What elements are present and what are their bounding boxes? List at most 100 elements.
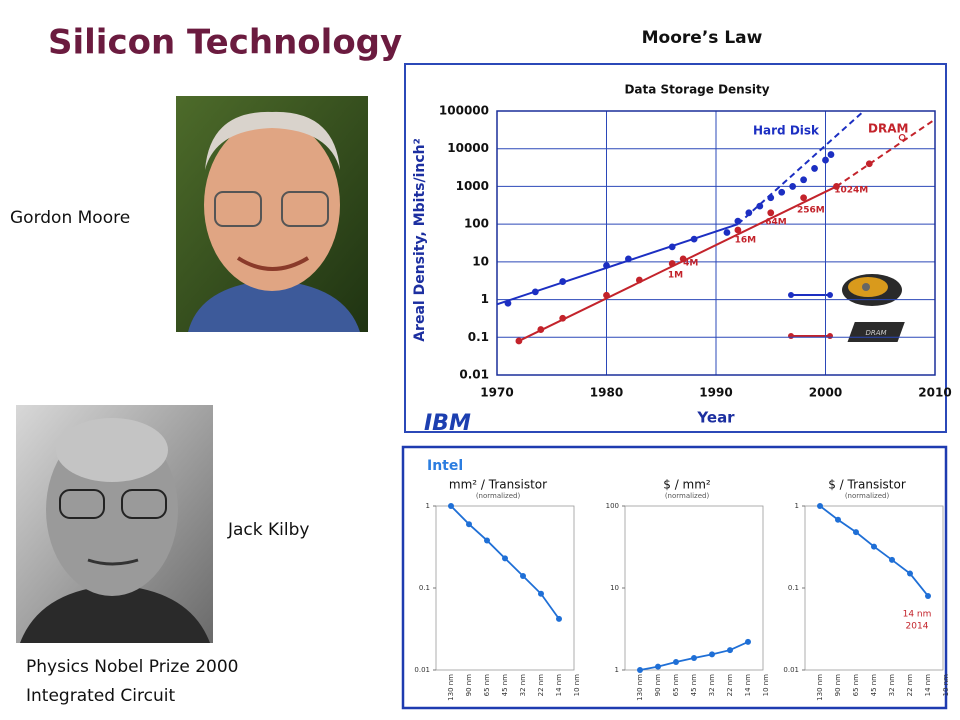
y-tick-label: 100 <box>464 217 489 231</box>
x-tick-label: 14 nm <box>924 674 932 697</box>
data-point <box>745 209 753 217</box>
x-tick-label: 1990 <box>699 386 732 400</box>
data-point <box>531 288 539 296</box>
data-point <box>709 651 715 658</box>
data-point <box>889 556 895 563</box>
x-tick-label: 65 nm <box>672 674 680 697</box>
annotation: 64M <box>765 217 787 227</box>
panel-label: Intel <box>427 458 463 474</box>
y-tick-label: 1 <box>481 292 489 306</box>
y-tick-label: 1 <box>426 502 430 510</box>
data-point <box>898 133 906 141</box>
data-point <box>556 615 562 622</box>
data-point <box>673 659 679 666</box>
x-tick-label: 90 nm <box>654 674 662 697</box>
chart-subtitle: (normalized) <box>845 492 890 500</box>
x-tick-label: 65 nm <box>852 674 860 697</box>
chart-title: $ / Transistor <box>828 478 906 492</box>
heading: Moore’s Law <box>642 28 763 48</box>
x-tick-label: 14 nm <box>555 674 563 697</box>
x-tick-label: 32 nm <box>708 674 716 697</box>
y-tick-label: 0.1 <box>788 584 799 592</box>
annotation: 16M <box>735 235 757 245</box>
y-tick-label: 1 <box>615 666 619 674</box>
data-point <box>466 521 472 528</box>
y-tick-label: 10 <box>610 584 619 592</box>
data-point <box>835 516 841 523</box>
data-point <box>603 262 610 269</box>
data-point <box>655 663 661 670</box>
data-point <box>865 160 873 168</box>
data-point <box>767 194 775 202</box>
photo-kilby <box>16 405 213 643</box>
data-point <box>778 188 786 196</box>
person-name: Jack Kilby <box>227 520 309 540</box>
data-point <box>537 326 545 333</box>
x-tick-label: 22 nm <box>726 674 734 697</box>
data-point <box>448 503 454 509</box>
trend-line <box>737 110 865 225</box>
data-point <box>853 529 859 536</box>
x-tick-label: 65 nm <box>483 674 491 697</box>
photo-moore <box>176 96 368 332</box>
annotation: 1M <box>668 270 683 280</box>
data-point <box>559 314 567 322</box>
data-point <box>734 217 742 225</box>
annotation: 14 nm <box>903 610 932 620</box>
plot-border <box>496 110 936 376</box>
x-tick-label: 90 nm <box>465 674 473 697</box>
x-tick-label: 130 nm <box>816 674 824 701</box>
data-point <box>691 655 697 662</box>
data-point <box>723 229 731 236</box>
series-name: DRAM <box>868 122 908 136</box>
y-tick-label: 1000 <box>456 179 489 193</box>
data-point <box>515 337 523 345</box>
data-point <box>538 590 544 597</box>
person-name: Gordon Moore <box>10 208 130 228</box>
data-point <box>811 165 818 172</box>
x-axis-label: Year <box>696 409 735 427</box>
data-point <box>637 667 643 673</box>
data-point <box>767 209 775 217</box>
x-tick-label: 45 nm <box>870 674 878 697</box>
y-tick-label: 0.1 <box>419 584 430 592</box>
data-point <box>502 555 508 562</box>
data-point <box>800 176 807 184</box>
annotation: 2014 <box>906 622 929 632</box>
x-tick-label: 45 nm <box>501 674 509 697</box>
annotation: 1024M <box>834 185 868 195</box>
x-tick-label: 1970 <box>480 386 513 400</box>
chart-title: mm² / Transistor <box>449 478 547 492</box>
y-tick-label: 0.01 <box>783 666 799 674</box>
data-point <box>668 243 676 251</box>
data-point <box>520 573 526 580</box>
data-point <box>690 235 698 243</box>
series-name: Hard Disk <box>753 124 820 138</box>
chart-title: $ / mm² <box>663 478 711 492</box>
data-point <box>679 255 687 263</box>
y-tick-label: 100 <box>606 502 619 510</box>
y-tick-label: 0.01 <box>414 666 430 674</box>
data-point <box>603 291 610 299</box>
data-point <box>822 156 829 164</box>
x-tick-label: 2010 <box>918 386 951 400</box>
data-point <box>871 543 877 550</box>
data-point <box>827 151 835 158</box>
svg-text:DRAM: DRAM <box>865 329 886 337</box>
data-point <box>745 638 751 645</box>
x-tick-label: 22 nm <box>537 674 545 697</box>
chart-subtitle: (normalized) <box>665 492 710 500</box>
x-tick-label: 130 nm <box>447 674 455 701</box>
data-point <box>817 503 823 509</box>
x-tick-label: 130 nm <box>636 674 644 701</box>
annotation: 256M <box>797 205 825 215</box>
x-tick-label: 32 nm <box>888 674 896 697</box>
y-tick-label: 0.1 <box>468 330 489 344</box>
data-point <box>484 537 490 544</box>
data-point <box>734 226 742 234</box>
x-tick-label: 45 nm <box>690 674 698 697</box>
x-tick-label: 2000 <box>809 386 842 400</box>
data-point <box>559 278 567 285</box>
person-note: Integrated Circuit <box>26 686 175 706</box>
